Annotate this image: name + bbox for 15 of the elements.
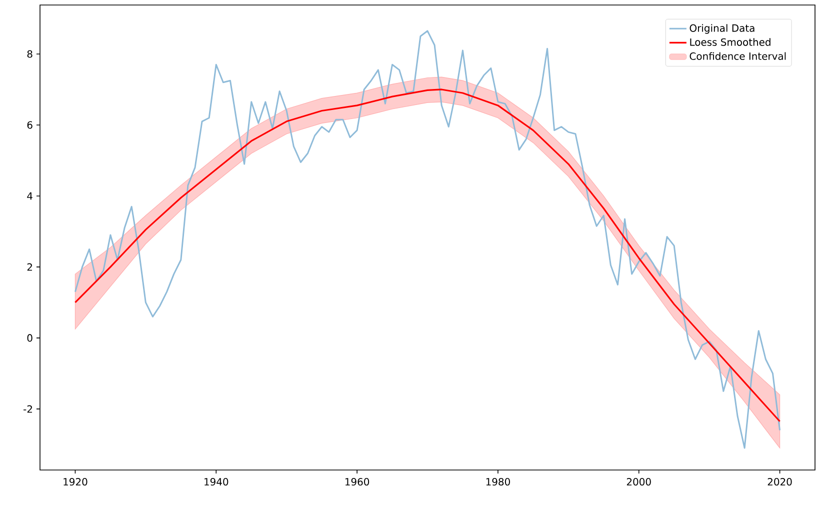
y-tick-label: 0 — [27, 334, 32, 342]
legend-label: Confidence Interval — [690, 52, 786, 60]
x-tick-label: 1960 — [345, 478, 370, 486]
legend-label: Original Data — [690, 24, 754, 34]
x-tick-label: 2000 — [626, 478, 651, 486]
y-tick-label: -2 — [24, 405, 32, 413]
legend-label: Loess Smoothed — [690, 38, 770, 46]
x-tick-label: 1920 — [64, 478, 88, 486]
x-tick-label: 1940 — [204, 478, 228, 486]
y-tick-label: 2 — [27, 263, 32, 271]
x-tick-label: 2020 — [768, 478, 792, 486]
x-tick-label: 1980 — [486, 478, 510, 486]
y-tick-label: 4 — [27, 192, 32, 200]
y-tick-label: 8 — [27, 50, 32, 58]
y-tick-label: 6 — [27, 121, 32, 129]
